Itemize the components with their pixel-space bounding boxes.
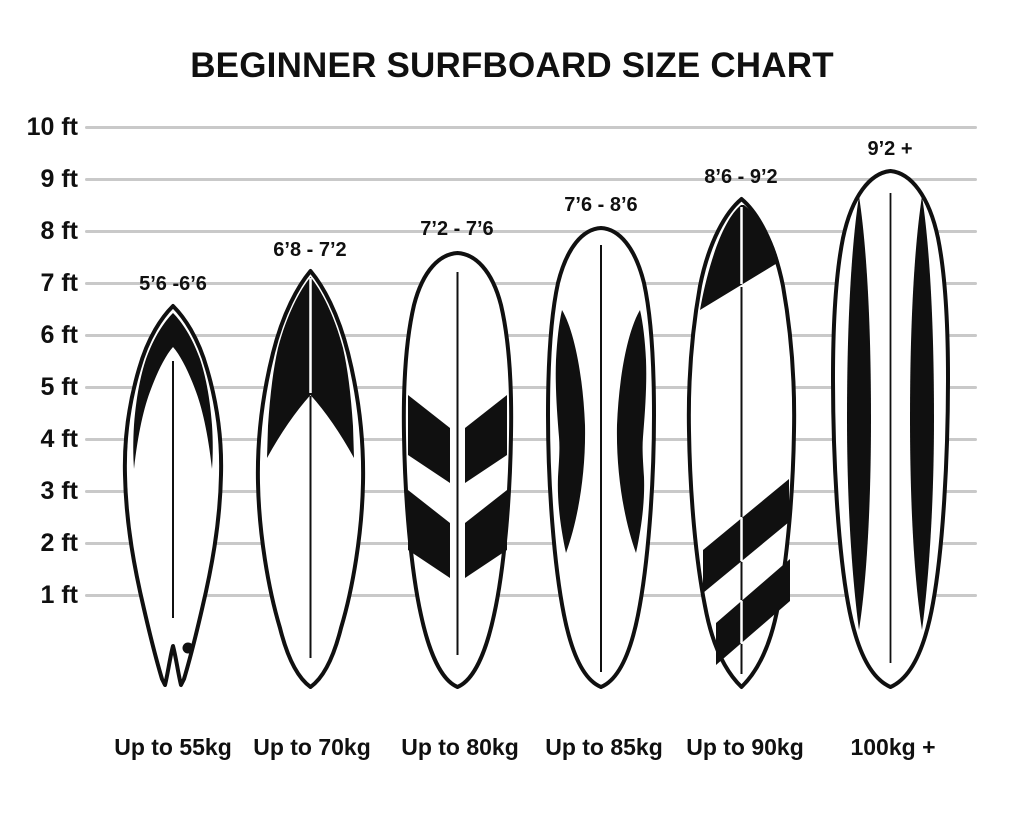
- tail-stripe-lower: [716, 559, 790, 665]
- y-axis-label-2ft: 2 ft: [40, 529, 79, 557]
- weight-label-board-2: Up to 70kg: [253, 734, 371, 760]
- y-axis-label-3ft: 3 ft: [40, 477, 79, 505]
- tail-stripe-upper: [703, 479, 789, 593]
- surfboard-5-graphic: [686, 197, 797, 689]
- chevron-stripe-bottom-right: [465, 490, 507, 578]
- surfboard-2: [253, 268, 368, 690]
- gridline-6ft: [85, 334, 977, 337]
- weight-label-board-6: 100kg +: [850, 734, 936, 760]
- gridline-7ft: [85, 282, 977, 285]
- surfboard-1: [118, 303, 228, 690]
- rail-stripe-left: [847, 196, 871, 630]
- weight-label-board-3: Up to 80kg: [401, 734, 519, 760]
- gridline-8ft: [85, 230, 977, 233]
- chevron-stripe-bottom-left: [408, 490, 450, 578]
- side-panel-left: [555, 310, 586, 553]
- gridline-2ft: [85, 542, 977, 545]
- surfboard-3-graphic: [401, 251, 514, 689]
- nose-block-panel: [700, 205, 779, 310]
- size-label-board-3: 7’2 - 7’6: [420, 218, 494, 240]
- y-axis-label-5ft: 5 ft: [40, 373, 79, 401]
- size-label-board-4: 7’6 - 8’6: [564, 194, 638, 216]
- side-panel-right: [616, 310, 647, 553]
- surfboard-4: [545, 225, 657, 690]
- page-title: BEGINNER SURFBOARD SIZE CHART: [190, 46, 834, 85]
- size-label-board-5: 8’6 - 9’2: [704, 166, 778, 188]
- chevron-stripe-top-left: [408, 395, 450, 483]
- gridline-10ft: [85, 126, 977, 129]
- surfboard-6: [829, 168, 952, 690]
- y-axis-label-10ft: 10 ft: [26, 113, 78, 141]
- y-axis-label-4ft: 4 ft: [40, 425, 79, 453]
- y-axis-label-7ft: 7 ft: [40, 269, 79, 297]
- rail-stripe-right: [910, 196, 934, 630]
- y-axis-label-8ft: 8 ft: [40, 217, 79, 245]
- surfboard-6-graphic: [831, 169, 950, 689]
- size-label-board-2: 6’8 - 7’2: [273, 239, 347, 261]
- gridline-4ft: [85, 438, 977, 441]
- surfboard-1-graphic: [122, 304, 224, 687]
- size-label-board-6: 9’2 +: [867, 138, 913, 160]
- surfboard-3: [400, 250, 515, 690]
- nose-swoosh: [133, 313, 213, 469]
- weight-label-board-5: Up to 90kg: [686, 734, 804, 760]
- leash-plug-dot: [182, 642, 194, 654]
- surfboard-4-graphic: [546, 226, 656, 689]
- surfboard-2-graphic: [255, 269, 366, 689]
- chevron-stripe-top-right: [465, 395, 507, 483]
- y-axis-label-6ft: 6 ft: [40, 321, 79, 349]
- weight-label-board-4: Up to 85kg: [545, 734, 663, 760]
- y-axis-label-1ft: 1 ft: [40, 581, 79, 609]
- y-axis-label-9ft: 9 ft: [40, 165, 79, 193]
- weight-label-board-1: Up to 55kg: [114, 734, 232, 760]
- gridline-9ft: [85, 178, 977, 181]
- gridline-3ft: [85, 490, 977, 493]
- surfboard-5: [683, 196, 800, 690]
- size-label-board-1: 5’6 -6’6: [139, 273, 207, 295]
- gridline-5ft: [85, 386, 977, 389]
- gridline-1ft: [85, 594, 977, 597]
